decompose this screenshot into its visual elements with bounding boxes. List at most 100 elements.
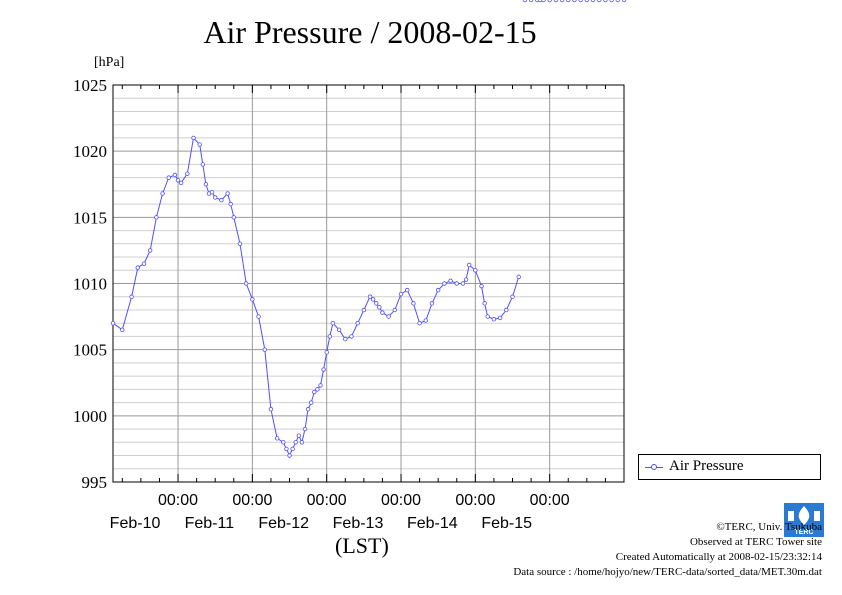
data-point — [572, 0, 577, 3]
data-point — [473, 268, 478, 273]
data-point — [479, 283, 484, 289]
data-point — [482, 301, 487, 306]
y-tick-label: 1005 — [73, 341, 107, 360]
data-point — [243, 281, 249, 286]
data-point — [141, 261, 147, 266]
y-unit-label: [hPa] — [94, 55, 125, 70]
y-tick-label: 1000 — [73, 407, 107, 426]
data-point — [305, 407, 311, 412]
y-tick-label: 995 — [82, 473, 108, 492]
data-point — [374, 301, 379, 306]
data-point — [231, 215, 236, 220]
data-point — [547, 0, 552, 3]
data-point — [609, 0, 614, 3]
data-point — [460, 281, 466, 286]
data-point — [423, 318, 428, 323]
data-point — [287, 453, 292, 458]
data-point — [485, 314, 490, 319]
data-point — [250, 297, 255, 302]
data-point — [274, 436, 280, 441]
data-point — [504, 307, 509, 313]
x-tick-time-label: 00:00 — [307, 492, 347, 509]
data-point — [209, 189, 215, 195]
data-point — [175, 178, 181, 183]
data-point — [466, 262, 472, 268]
data-point — [380, 310, 385, 315]
data-point — [166, 175, 171, 180]
x-tick-date-label: Feb-13 — [333, 515, 384, 532]
data-point — [361, 307, 367, 313]
data-point — [538, 0, 543, 3]
data-point — [411, 301, 416, 306]
data-point — [324, 350, 329, 355]
plot-frame — [112, 84, 625, 483]
data-point — [299, 440, 305, 445]
data-point — [309, 400, 314, 405]
y-tick-label: 1010 — [73, 275, 107, 294]
legend-label: Air Pressure — [669, 458, 744, 474]
data-point — [129, 294, 134, 299]
data-point — [336, 327, 342, 333]
data-point — [597, 0, 602, 3]
footer-created: Created Automatically at 2008-02-15/23:3… — [615, 551, 822, 563]
data-point — [463, 277, 469, 282]
data-point — [237, 241, 243, 246]
x-tick-date-label: Feb-15 — [481, 515, 532, 532]
data-point — [578, 0, 583, 3]
y-tick-label: 1015 — [73, 208, 107, 227]
data-point — [110, 321, 116, 326]
data-point — [312, 389, 317, 395]
x-tick-date-label: Feb-11 — [185, 515, 235, 532]
data-point — [497, 315, 503, 321]
data-point — [290, 446, 295, 452]
data-point — [191, 135, 196, 141]
data-point — [603, 0, 608, 3]
data-point — [590, 0, 596, 3]
chart-title: Air Pressure / 2008-02-15 — [203, 14, 537, 50]
series-line — [112, 136, 520, 457]
data-point — [120, 327, 125, 333]
data-point — [535, 0, 540, 3]
legend: Air Pressure — [638, 454, 821, 480]
data-point — [262, 347, 267, 352]
x-tick-date-label: Feb-12 — [258, 515, 309, 532]
data-point — [435, 287, 441, 293]
data-point — [522, 0, 528, 3]
data-point — [621, 0, 627, 3]
data-point — [398, 291, 404, 297]
x-tick-time-label: 00:00 — [530, 492, 570, 509]
x-tick-time-label: 00:00 — [158, 492, 198, 509]
data-point — [528, 0, 534, 3]
data-point — [355, 321, 360, 326]
x-tick-date-label: Feb-10 — [110, 515, 161, 532]
data-point — [318, 383, 323, 388]
data-point — [302, 426, 308, 432]
data-point — [315, 387, 320, 392]
data-point — [370, 297, 376, 302]
data-point — [203, 182, 209, 187]
terc-logo: TERC — [784, 503, 824, 537]
data-point — [135, 265, 140, 270]
data-point — [172, 172, 178, 178]
data-point — [584, 0, 590, 3]
data-point — [377, 305, 382, 310]
data-point — [225, 191, 230, 196]
data-point — [321, 367, 326, 372]
y-tick-label: 1020 — [73, 142, 107, 161]
data-point — [417, 321, 422, 326]
data-point — [284, 446, 289, 452]
footer-copyright: ©TERC, Univ. Tsukuba — [716, 521, 822, 533]
data-point — [405, 287, 410, 293]
terc-logo-text: TERC — [784, 528, 824, 537]
data-point — [185, 171, 190, 176]
data-point — [293, 440, 298, 445]
data-point — [541, 0, 546, 3]
data-point — [281, 440, 286, 445]
data-point — [147, 248, 153, 253]
x-tick-time-label: 00:00 — [232, 492, 272, 509]
data-point — [566, 0, 571, 3]
data-point — [367, 294, 373, 299]
data-point — [491, 317, 497, 322]
data-point — [553, 0, 559, 3]
